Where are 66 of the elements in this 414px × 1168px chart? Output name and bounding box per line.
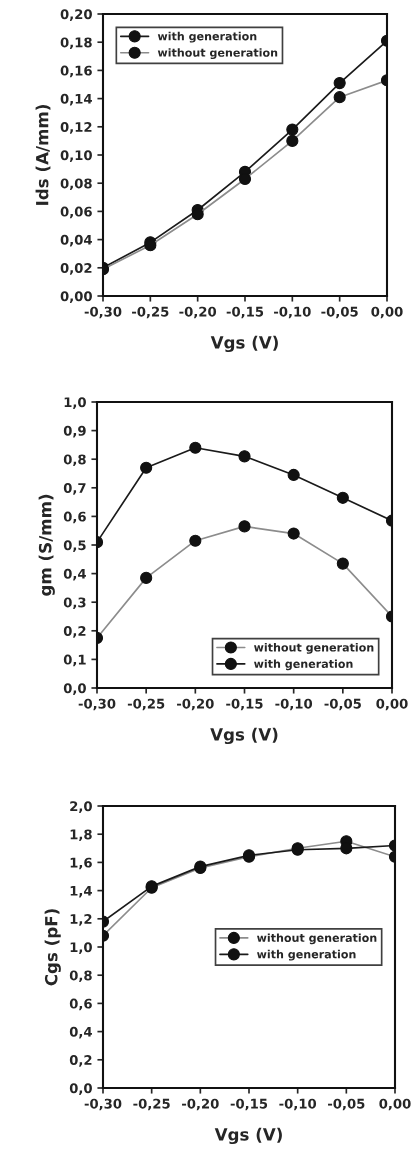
y-tick-label: 0,6 (69, 998, 92, 1011)
y-tick-label: 0,7 (63, 483, 86, 495)
y-tick-label: 0,4 (63, 568, 86, 581)
y-tick-label: 0,9 (63, 425, 86, 438)
y-tick-label: 0,10 (60, 150, 92, 162)
y-tick-label: 2,0 (70, 801, 92, 813)
x-tick-label: -0,20 (179, 306, 217, 319)
y-tick-label: 0,2 (63, 626, 86, 638)
y-tick-label: 0,00 (60, 291, 92, 303)
x-axis-title: Vgs (V) (210, 727, 278, 745)
legend-label: with generation (257, 949, 356, 961)
x-tick-label: -0,15 (226, 306, 264, 319)
x-tick-label: -0,20 (177, 698, 214, 711)
y-tick-label: 0,4 (69, 1026, 92, 1039)
y-tick-label: 0,14 (60, 93, 92, 106)
y-tick-label: 0,1 (63, 654, 86, 667)
y-axis-title: Cgs (pF) (44, 909, 61, 986)
x-tick-label: -0,30 (84, 1098, 122, 1111)
y-tick-label: 0,5 (63, 540, 86, 552)
legend-label: without generation (257, 933, 377, 945)
y-tick-label: 0,04 (60, 234, 92, 247)
y-tick-label: 0,6 (63, 511, 86, 524)
x-tick-label: -0,10 (275, 698, 313, 711)
x-tick-label: 0,00 (376, 698, 408, 711)
x-tick-label: -0,15 (230, 1098, 268, 1111)
x-tick-label: -0,05 (324, 698, 361, 711)
x-axis-title: Vgs (V) (210, 335, 278, 353)
legend-label: without generation (254, 642, 374, 654)
y-tick-label: 0,2 (69, 1055, 92, 1067)
y-tick-label: 0,02 (60, 263, 92, 275)
y-tick-label: 1,2 (70, 914, 92, 926)
y-tick-label: 0,3 (63, 597, 86, 610)
y-tick-label: 0,8 (69, 970, 92, 983)
y-tick-label: 0,08 (60, 178, 92, 191)
y-tick-label: 0,0 (63, 683, 86, 695)
y-tick-label: 0,16 (60, 65, 92, 78)
legend-label: without generation (157, 48, 278, 60)
x-tick-label: 0,00 (371, 306, 403, 319)
x-tick-label: -0,30 (78, 698, 116, 711)
legend-label: with generation (157, 31, 257, 43)
x-tick-label: 0,00 (379, 1098, 411, 1111)
x-tick-label: -0,05 (321, 306, 358, 319)
x-tick-label: -0,20 (182, 1098, 219, 1111)
y-tick-label: 1,4 (70, 885, 92, 898)
y-tick-label: 0,18 (60, 37, 92, 50)
x-tick-label: -0,30 (84, 306, 122, 319)
y-tick-label: 1,8 (70, 829, 92, 842)
y-tick-label: 1,0 (70, 942, 92, 954)
x-tick-label: -0,05 (328, 1098, 365, 1111)
x-tick-label: -0,10 (279, 1098, 317, 1111)
x-tick-label: -0,10 (274, 306, 311, 319)
legend-label: with generation (254, 659, 353, 671)
y-axis-title: Ids (A/mm) (35, 105, 51, 205)
x-tick-label: -0,15 (226, 698, 263, 711)
y-axis-title: gm (S/mm) (38, 494, 55, 596)
y-tick-label: 0,20 (60, 9, 92, 21)
y-tick-label: 0,0 (69, 1083, 92, 1095)
x-tick-label: -0,25 (127, 698, 165, 711)
x-tick-label: -0,25 (133, 1098, 170, 1111)
x-axis-title: Vgs (V) (214, 1127, 282, 1145)
y-tick-label: 0,12 (60, 122, 92, 134)
y-tick-label: 1,0 (64, 397, 86, 409)
y-tick-label: 0,06 (60, 206, 92, 219)
x-tick-label: -0,25 (132, 306, 169, 319)
y-tick-label: 0,8 (63, 454, 86, 467)
y-tick-label: 1,6 (70, 857, 92, 870)
